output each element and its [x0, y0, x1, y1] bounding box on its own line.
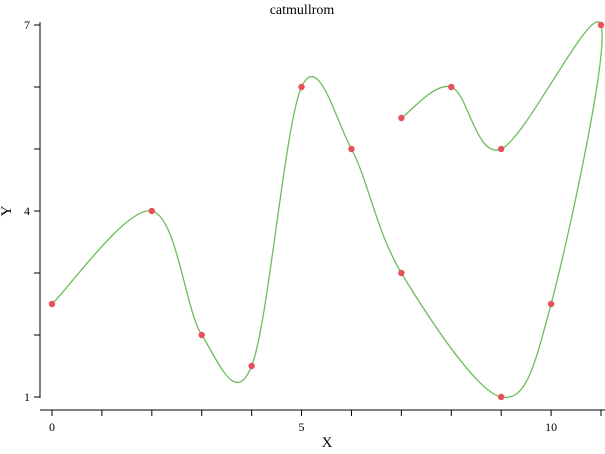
data-point [48, 300, 56, 308]
x-tick-label: 0 [49, 420, 55, 434]
data-point [547, 300, 555, 308]
data-point [298, 83, 305, 91]
data-point [597, 21, 605, 29]
data-point [148, 207, 156, 215]
x-ticks: 0 5 10 [49, 410, 602, 434]
data-point [398, 114, 405, 122]
y-axis-label: Y [0, 205, 15, 216]
series-layer [48, 21, 605, 401]
data-point [497, 393, 505, 401]
y-tick-label: 1 [24, 390, 30, 404]
y-tick-label: 4 [24, 204, 30, 218]
y-tick-label: 7 [24, 18, 30, 32]
y-ticks: 1 4 7 [24, 18, 40, 404]
data-point [448, 83, 455, 91]
data-point [248, 362, 255, 370]
x-axis-label: X [322, 435, 333, 451]
chart-title: catmullrom [270, 3, 335, 18]
data-point [198, 331, 205, 339]
data-point [348, 145, 355, 153]
series-line [51, 21, 603, 399]
data-point [497, 145, 505, 153]
data-point [398, 269, 405, 277]
x-tick-label: 5 [299, 420, 305, 434]
x-tick-label: 10 [545, 420, 557, 434]
